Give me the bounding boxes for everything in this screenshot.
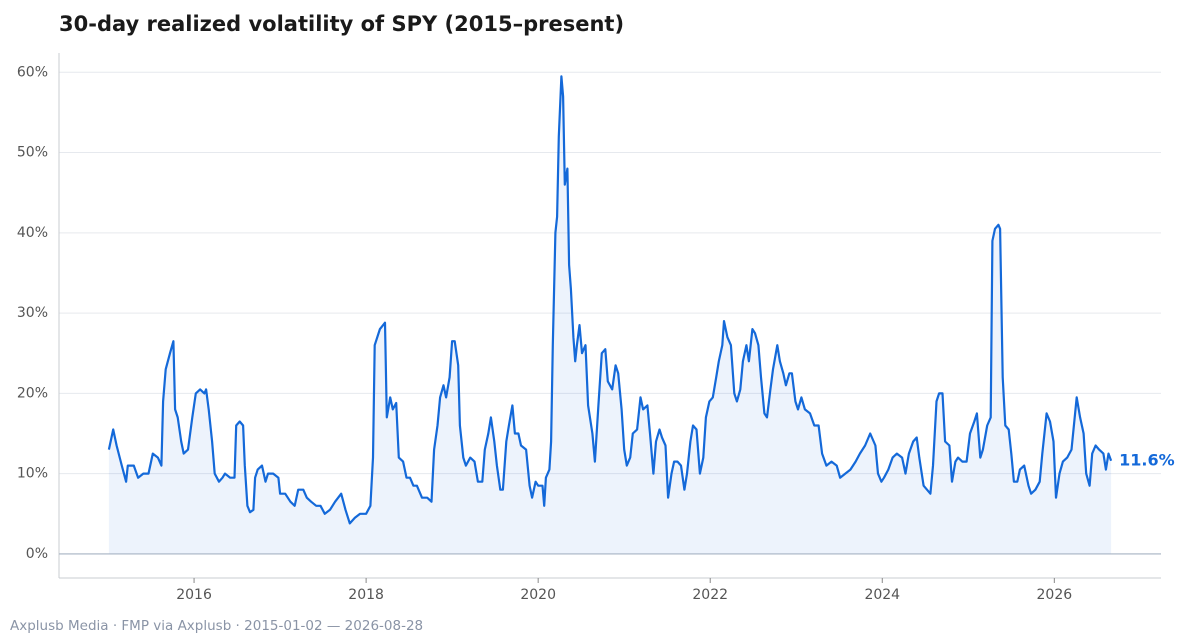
y-tick-label: 30%: [17, 305, 48, 321]
area-fill: [108, 76, 1112, 554]
x-tick-label: 2018: [348, 587, 384, 603]
value-label: 11.6%: [1119, 450, 1175, 469]
volatility-line: [107, 75, 1113, 525]
y-tick-label: 60%: [17, 64, 48, 80]
y-tick-label: 20%: [17, 385, 48, 401]
x-tick-label: 2016: [176, 587, 212, 603]
source-footer: Axplusb Media · FMP via Axplusb · 2015-0…: [10, 618, 423, 634]
y-tick-label: 10%: [17, 466, 48, 482]
y-tick-label: 40%: [17, 225, 48, 241]
x-tick-label: 2026: [1037, 587, 1073, 603]
y-tick-label: 0%: [26, 546, 48, 562]
y-tick-label: 50%: [17, 145, 48, 161]
x-tick-label: 2020: [520, 587, 556, 603]
chart-title: 30-day realized volatility of SPY (2015–…: [59, 12, 624, 36]
x-tick-label: 2022: [692, 587, 728, 603]
x-tick-label: 2024: [864, 587, 900, 603]
